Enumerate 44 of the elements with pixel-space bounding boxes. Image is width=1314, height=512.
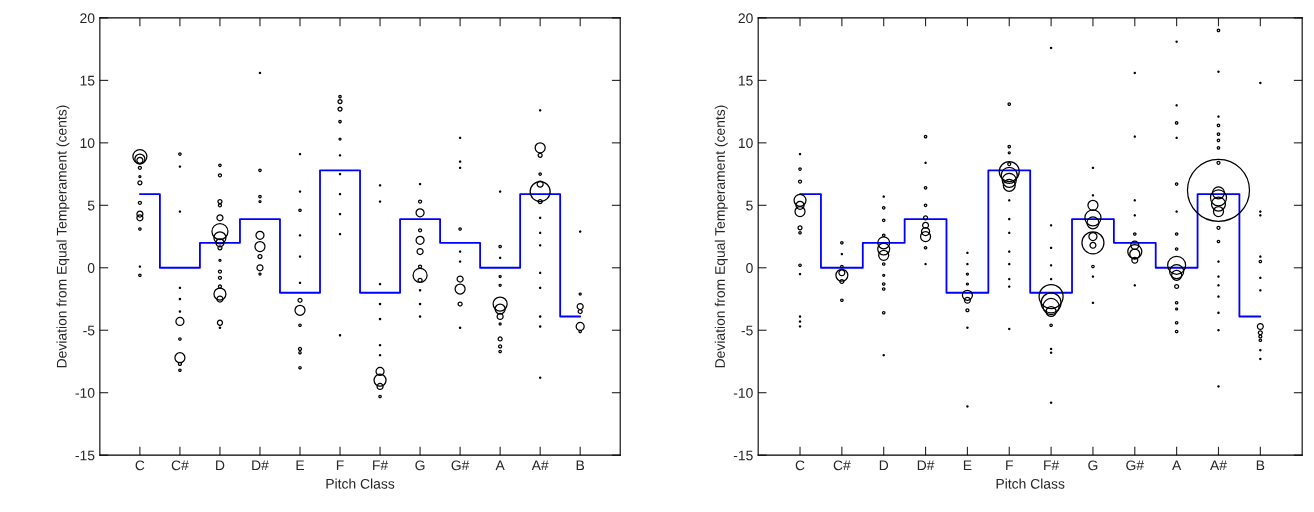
y-tick-label: 5 [746, 200, 753, 211]
y-tick-label: 15 [738, 75, 753, 86]
x-tick-label: C [795, 460, 805, 471]
y-tick-label: 10 [80, 138, 95, 149]
y-tick-label: -5 [83, 325, 95, 336]
x-tick-label: D# [917, 460, 935, 471]
y-tick-label: 20 [738, 13, 753, 24]
x-tick-label: B [576, 460, 585, 471]
x-tick-label: D [216, 460, 225, 471]
x-tick-label: C# [171, 460, 189, 471]
y-axis-title: Deviation from Equal Temperament (cents) [714, 105, 728, 368]
x-tick-label: E [296, 460, 305, 471]
y-tick-label: -15 [75, 450, 95, 461]
x-tick-label: G# [451, 460, 470, 471]
x-tick-label: B [1256, 460, 1265, 471]
x-tick-label: C [135, 460, 145, 471]
y-tick-label: 5 [87, 200, 95, 211]
x-tick-label: F# [1044, 460, 1060, 471]
x-tick-label: A# [1210, 460, 1227, 471]
y-tick-label: -10 [75, 388, 95, 398]
x-axis-title: Pitch Class [996, 478, 1065, 489]
x-tick-label: C# [833, 460, 851, 471]
x-tick-label: E [963, 460, 972, 471]
y-tick-label: 0 [746, 263, 753, 273]
x-tick-label: A [1172, 460, 1182, 471]
y-tick-label: 15 [80, 75, 95, 86]
y-tick-label: 0 [87, 263, 95, 273]
x-tick-label: G [415, 460, 425, 471]
x-tick-label: D [879, 460, 889, 471]
x-tick-label: F [1006, 460, 1013, 471]
y-tick-label: -5 [741, 325, 753, 336]
x-axis-title: Pitch Class [326, 478, 395, 489]
x-tick-label: A [495, 460, 505, 471]
x-tick-label: F# [373, 460, 389, 471]
y-axis-title: Deviation from Equal Temperament (cents) [56, 105, 70, 368]
y-tick-label: 10 [738, 138, 753, 149]
y-tick-label: 20 [80, 13, 95, 24]
x-tick-label: A# [531, 460, 549, 471]
x-tick-label: G# [1126, 460, 1144, 471]
x-tick-label: D# [252, 460, 269, 471]
x-tick-label: F [336, 460, 344, 471]
x-tick-label: G [1088, 460, 1098, 471]
y-tick-label: -10 [733, 388, 753, 398]
y-tick-label: -15 [733, 450, 753, 461]
